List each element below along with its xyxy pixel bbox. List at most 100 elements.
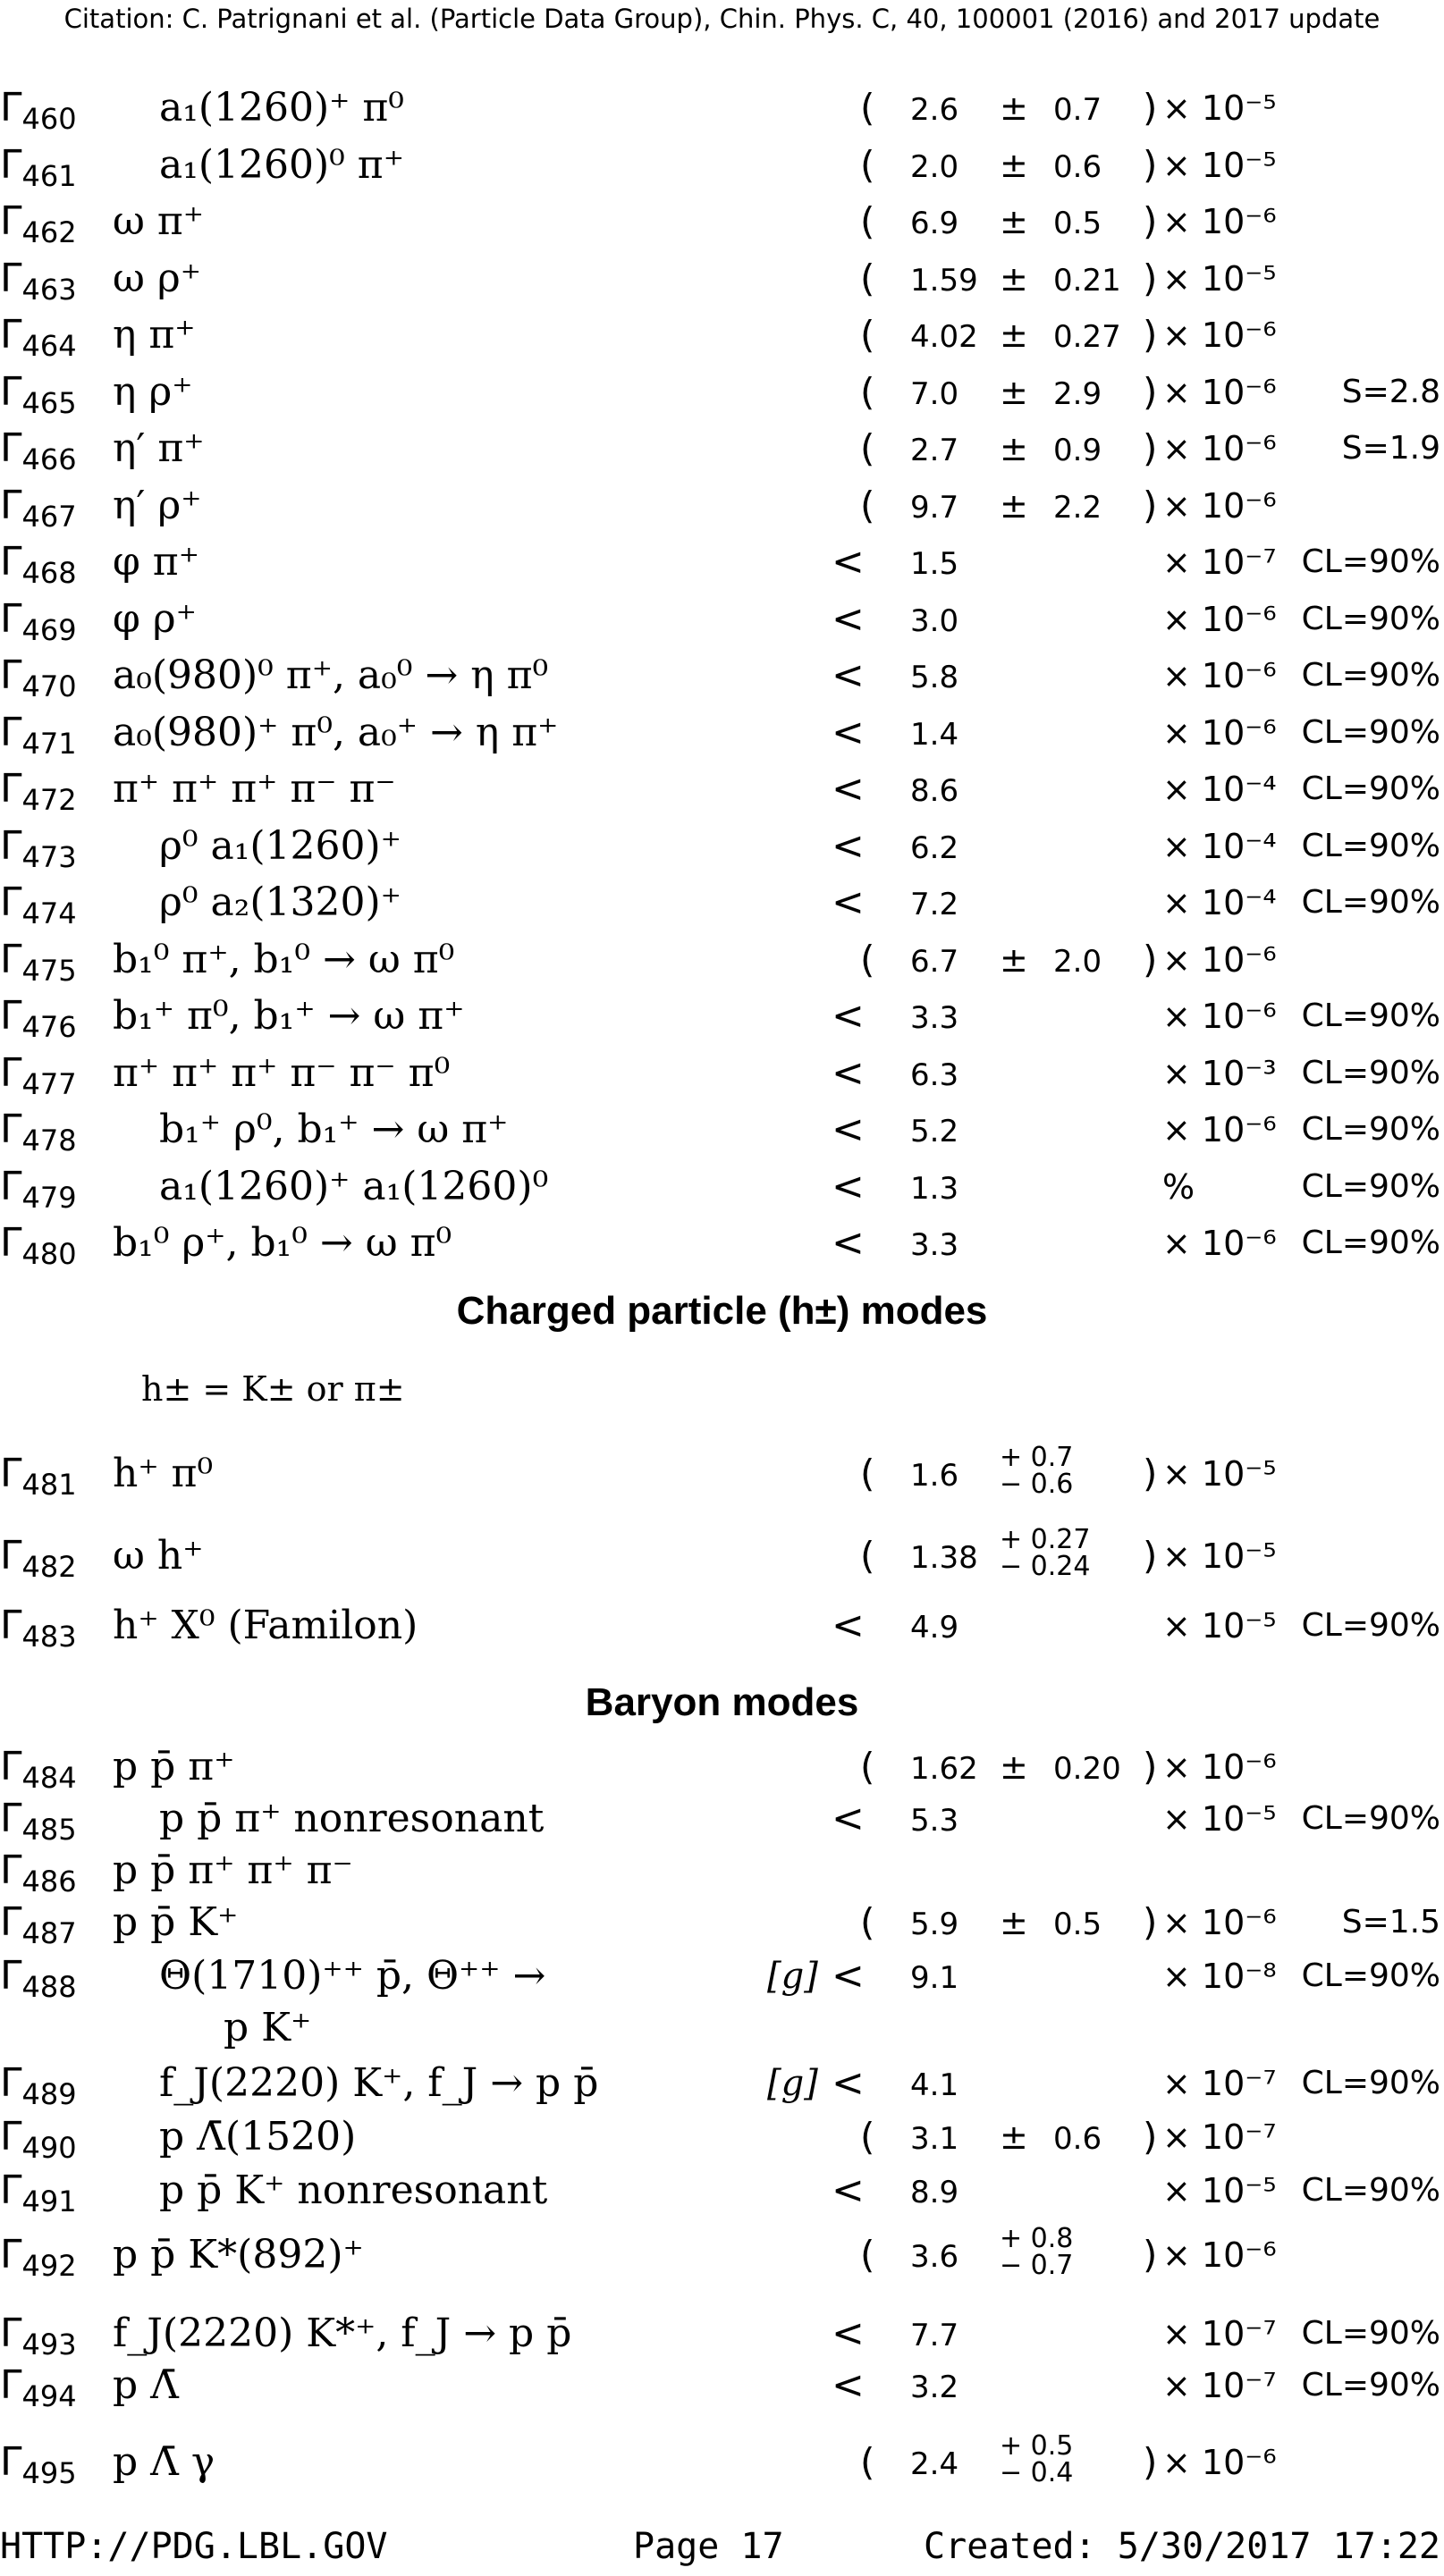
confidence-or-scale: CL=90%: [1301, 2367, 1440, 2403]
fraction-value: 1.4: [910, 717, 959, 753]
scale-factor: × 10⁻⁵: [1162, 259, 1277, 299]
row-index: 493: [21, 2328, 77, 2361]
fraction-value: 3.6: [910, 2239, 959, 2275]
fraction-value: 1.3: [910, 1171, 959, 1207]
fraction-value: 8.9: [910, 2175, 959, 2210]
open-paren: (: [860, 1452, 875, 1495]
upper-limit-sign: <: [832, 2311, 865, 2356]
scale-factor: × 10⁻³: [1162, 1054, 1277, 1093]
close-paren: ): [1143, 313, 1158, 357]
scale-factor: × 10⁻⁷: [1162, 2117, 1277, 2157]
decay-mode: f_J(2220) K⁺, f_J → p p̄: [159, 2060, 599, 2106]
close-paren: ): [1143, 1745, 1158, 1789]
close-paren: ): [1143, 370, 1158, 414]
scale-factor: × 10⁻⁶: [1162, 1903, 1277, 1942]
error-plus: + 0.27: [1000, 1524, 1091, 1555]
decay-row: Γ472 π⁺ π⁺ π⁺ π⁻ π⁻ <8.6 × 10⁻⁴ CL=90%: [0, 763, 1444, 817]
fraction-error: 0.20: [1053, 1751, 1121, 1787]
upper-limit-sign: <: [832, 1107, 865, 1152]
scale-factor: × 10⁻⁶: [1162, 429, 1277, 468]
row-gamma-label: Γ484: [0, 1744, 77, 1795]
fraction-value: 1.38: [910, 1540, 978, 1576]
fraction-value: 7.0: [910, 376, 959, 412]
decay-mode: p p̄ π⁺ nonresonant: [159, 1796, 545, 1841]
decay-row: Γ491 p p̄ K⁺ nonresonant <8.9 × 10⁻⁵ CL=90%: [0, 2165, 1444, 2218]
plus-minus-sign: ±: [1000, 486, 1028, 526]
decay-row: Γ478 b₁⁺ ρ⁰, b₁⁺ → ω π⁺ <5.2 × 10⁻⁶ CL=90%: [0, 1104, 1444, 1158]
row-gamma-label: Γ480: [0, 1220, 77, 1271]
decay-row: Γ474 ρ⁰ a₂(1320)⁺ <7.2 × 10⁻⁴ CL=90%: [0, 877, 1444, 930]
footer-url[interactable]: HTTP://PDG.LBL.GOV: [0, 2526, 388, 2567]
fraction-error: 0.5: [1053, 206, 1102, 241]
footer-created-date: Created: 5/30/2017 17:22: [924, 2526, 1440, 2567]
open-paren: (: [860, 2115, 875, 2159]
confidence-or-scale: CL=90%: [1301, 1111, 1440, 1148]
decay-row: Γ468 φ π⁺ <1.5 × 10⁻⁷ CL=90%: [0, 536, 1444, 590]
confidence-or-scale: CL=90%: [1301, 714, 1440, 751]
section-title-charged: Charged particle (h±) modes: [456, 1289, 988, 1333]
row-gamma-label: Γ466: [0, 425, 77, 476]
confidence-or-scale: CL=90%: [1301, 1055, 1440, 1091]
footnote-ref: [g]: [767, 1956, 818, 1997]
scale-factor: × 10⁻⁷: [1162, 2064, 1277, 2103]
scale-factor: × 10⁻⁵: [1162, 1606, 1277, 1646]
open-paren: (: [860, 938, 875, 981]
scale-factor: × 10⁻⁵: [1162, 1536, 1277, 1576]
row-index: 466: [21, 442, 77, 476]
fraction-value: 2.4: [910, 2446, 959, 2482]
error-minus: − 0.24: [1000, 1551, 1091, 1582]
row-gamma-label: Γ477: [0, 1050, 77, 1101]
row-gamma-label: Γ462: [0, 198, 77, 249]
decay-row: Γ489 f_J(2220) K⁺, f_J → p p̄ [g] <4.1 × 10⁻…: [0, 2058, 1444, 2111]
decay-row: Γ477 π⁺ π⁺ π⁺ π⁻ π⁻ π⁰ <6.3 × 10⁻³ CL=90%: [0, 1048, 1444, 1101]
plus-minus-sign: ±: [1000, 373, 1028, 412]
row-index: 462: [21, 215, 77, 249]
decay-mode: p p̄ π⁺: [113, 1744, 235, 1789]
row-gamma-label: Γ465: [0, 369, 77, 420]
row-index: 494: [21, 2379, 77, 2413]
fraction-value: 7.2: [910, 887, 959, 922]
close-paren: ): [1143, 2233, 1158, 2277]
footer-page-number: Page 17: [633, 2526, 784, 2567]
asymmetric-error: + 0.5− 0.4: [1000, 2433, 1073, 2487]
row-gamma-label: Γ495: [0, 2439, 77, 2490]
decay-row: Γ494 p Λ̄ <3.2 × 10⁻⁷ CL=90%: [0, 2360, 1444, 2413]
fraction-error: 0.5: [1053, 1907, 1102, 1942]
scale-factor: × 10⁻⁷: [1162, 2366, 1277, 2405]
footnote-ref: [g]: [767, 2063, 818, 2104]
close-paren: ): [1143, 484, 1158, 527]
fraction-value: 4.1: [910, 2067, 959, 2103]
close-paren: ): [1143, 1900, 1158, 1944]
decay-mode: f_J(2220) K*⁺, f_J → p p̄: [113, 2311, 572, 2356]
close-paren: ): [1143, 143, 1158, 187]
error-plus: + 0.5: [1000, 2430, 1074, 2462]
fraction-error: 0.27: [1053, 319, 1121, 355]
decay-mode: b₁⁺ ρ⁰, b₁⁺ → ω π⁺: [159, 1107, 509, 1152]
decay-mode: ω π⁺: [113, 198, 205, 244]
confidence-or-scale: CL=90%: [1301, 998, 1440, 1034]
decay-row: Γ463 ω ρ⁺ (1.59 ±0.21) × 10⁻⁵: [0, 253, 1444, 307]
fraction-error: 0.7: [1053, 92, 1102, 128]
decay-mode: ρ⁰ a₂(1320)⁺: [159, 880, 401, 925]
scale-factor: × 10⁻⁶: [1162, 2443, 1277, 2482]
scale-factor: × 10⁻⁶: [1162, 1110, 1277, 1149]
confidence-or-scale: CL=90%: [1301, 770, 1440, 807]
row-index: 488: [21, 1970, 77, 2004]
row-gamma-label: Γ464: [0, 312, 77, 363]
confidence-or-scale: CL=90%: [1301, 2172, 1440, 2209]
fraction-value: 3.3: [910, 1227, 959, 1263]
decay-mode: η′ π⁺: [113, 425, 205, 471]
row-gamma-label: Γ470: [0, 652, 77, 703]
decay-mode: ρ⁰ a₁(1260)⁺: [159, 823, 401, 869]
fraction-value: 3.0: [910, 603, 959, 639]
fraction-value: 6.7: [910, 944, 959, 980]
decay-row: Γ493 f_J(2220) K*⁺, f_J → p p̄ <7.7 × 10⁻⁷ C…: [0, 2308, 1444, 2361]
row-gamma-label: Γ476: [0, 993, 77, 1044]
decay-mode: a₀(980)⁺ π⁰, a₀⁺ → η π⁺: [113, 710, 559, 755]
decay-row: Γ460 a₁(1260)⁺ π⁰ (2.6 ±0.7) × 10⁻⁵: [0, 82, 1444, 136]
row-index: 464: [21, 329, 77, 363]
fraction-error: 2.0: [1053, 944, 1102, 980]
fraction-error: 0.6: [1053, 149, 1102, 185]
decay-row: Γ471 a₀(980)⁺ π⁰, a₀⁺ → η π⁺ <1.4 × 10⁻⁶ CL=…: [0, 707, 1444, 761]
decay-mode: p p̄ K*(892)⁺: [113, 2232, 364, 2277]
